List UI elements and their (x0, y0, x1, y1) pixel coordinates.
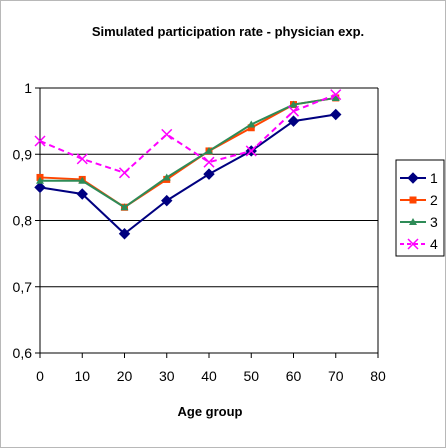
y-tick-label: 0,7 (13, 279, 33, 295)
legend-label: 4 (430, 236, 438, 252)
series-3-line (40, 96, 336, 209)
series-3-point (331, 93, 340, 101)
legend-label: 3 (430, 214, 438, 230)
series-4-point (34, 135, 46, 147)
series-3-point (162, 173, 171, 181)
series-3 (36, 93, 340, 211)
series-1-point (330, 108, 342, 121)
series-4-point (330, 89, 342, 101)
legend-marker (409, 218, 417, 225)
series (34, 89, 342, 240)
series-3-point (205, 146, 213, 154)
series-1-point (76, 188, 88, 200)
series-4-point (245, 145, 257, 157)
legend-marker (409, 196, 417, 204)
series-4-point (76, 153, 88, 165)
axes (35, 87, 379, 358)
series-4-point (118, 167, 131, 179)
x-axis-title: Age group (178, 404, 243, 419)
series-1-point (34, 181, 46, 194)
series-3-point (78, 176, 87, 184)
series-1 (34, 108, 342, 240)
legend-entry-3: 3 (400, 214, 438, 230)
x-tick-label: 60 (286, 368, 302, 384)
chart-title: Simulated participation rate - physician… (92, 24, 364, 39)
series-1-line (39, 113, 336, 236)
x-tick-label: 40 (201, 368, 217, 384)
series-1-point (118, 228, 131, 240)
legend: 1 2 3 4 (395, 159, 445, 257)
series-4-line (39, 93, 337, 174)
x-tick-label: 30 (159, 368, 175, 384)
y-tick-label: 1 (24, 80, 32, 96)
x-tick-label: 20 (117, 368, 133, 384)
series-4-point (161, 128, 173, 140)
legend-marker (407, 172, 419, 184)
legend-entry-2: 2 (400, 192, 438, 208)
legend-entry-1: 1 (400, 170, 438, 186)
x-tick-label: 70 (328, 368, 344, 384)
series-4 (34, 89, 342, 179)
y-tick-label: 0,8 (13, 213, 33, 229)
series-3-point (36, 176, 44, 184)
series-3-point (289, 100, 298, 108)
series-1-point (161, 194, 173, 207)
series-3-point (120, 203, 129, 211)
series-3-point (247, 120, 256, 128)
x-tick-label: 10 (74, 368, 90, 384)
x-tick-label: 0 (36, 368, 44, 384)
legend-entry-4: 4 (400, 236, 438, 252)
x-tick-label: 80 (370, 368, 386, 384)
legend-label: 1 (430, 170, 438, 186)
series-2-point (247, 124, 255, 132)
y-tick-labels: 1 0,9 0,8 0,7 0,6 (13, 80, 33, 361)
y-tick-label: 0,6 (13, 345, 33, 361)
series-4-point (203, 156, 215, 168)
x-tick-labels: 0 10 20 30 40 50 60 70 80 (36, 368, 386, 384)
legend-marker (407, 238, 419, 250)
series-4-point (287, 105, 300, 117)
series-1-point (203, 168, 215, 180)
x-tick-label: 50 (243, 368, 259, 384)
legend-box (395, 159, 445, 257)
series-1-point (287, 115, 300, 127)
y-tick-label: 0,9 (13, 146, 33, 162)
legend-label: 2 (430, 192, 438, 208)
